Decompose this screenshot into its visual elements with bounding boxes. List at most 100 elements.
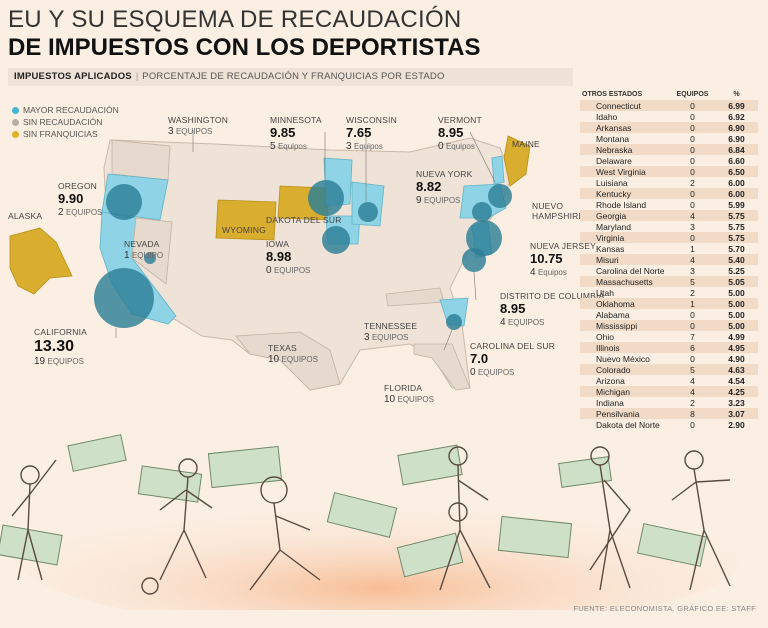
table-cell-teams: 0	[690, 232, 695, 243]
bubble-nevada	[144, 252, 156, 264]
table-cell-teams: 5	[690, 364, 695, 375]
money-bill	[497, 515, 573, 559]
table-row: Idaho 0 6.92	[580, 111, 758, 122]
table-cell-pct: 5.75	[728, 210, 745, 221]
table-header: OTROS ESTADOS EQUIPOS %	[582, 90, 740, 98]
money-bill	[0, 524, 63, 566]
table-row: Alabama 0 5.00	[580, 309, 758, 320]
table-cell-teams: 0	[690, 122, 695, 133]
table-cell-teams: 0	[690, 133, 695, 144]
table-cell-state: Dakota del Norte	[596, 419, 660, 430]
label-alaska: ALASKA	[8, 211, 43, 221]
table-cell-pct: 5.99	[728, 199, 745, 210]
table-cell-pct: 4.63	[728, 364, 745, 375]
table-cell-pct: 4.25	[728, 386, 745, 397]
table-row: Pensilvania 8 3.07	[580, 408, 758, 419]
table-row: Nebraska 0 6.84	[580, 144, 758, 155]
table-cell-state: Indiana	[596, 397, 624, 408]
table-row: Georgia 4 5.75	[580, 210, 758, 221]
legend-dot-none	[12, 118, 19, 126]
table-cell-state: Nuevo México	[596, 353, 650, 364]
table-row: Colorado 5 4.63	[580, 364, 758, 375]
athletes-illustration	[0, 434, 740, 610]
legend-item-none: SIN RECAUDACIÓN	[12, 116, 119, 128]
table-cell-state: Delaware	[596, 155, 632, 166]
table-cell-state: Misuri	[596, 254, 619, 265]
table-cell-pct: 6.90	[728, 122, 745, 133]
table-cell-teams: 3	[690, 265, 695, 276]
label-columbia: DISTRITO DE COLUMBIA 8.95 4 EQUIPOS	[500, 291, 605, 328]
legend-dot-high	[12, 106, 19, 114]
athlete-soccer	[141, 458, 213, 595]
legend-dot-nofr	[12, 130, 19, 138]
table-cell-teams: 0	[690, 320, 695, 331]
bubble-minnesota	[308, 180, 344, 216]
label-california: CALIFORNIA 13.30 19 EQUIPOS	[34, 327, 88, 368]
label-washington: WASHINGTON 3 EQUIPOS	[168, 115, 229, 137]
table-row: Carolina del Norte 3 5.25	[580, 265, 758, 276]
table-cell-teams: 0	[690, 166, 695, 177]
table-cell-teams: 0	[690, 353, 695, 364]
bubble-columbia	[462, 248, 486, 272]
state-vermont	[491, 155, 505, 185]
table-row: Oklahoma 1 5.00	[580, 298, 758, 309]
money-bill	[397, 444, 463, 486]
table-cell-teams: 0	[690, 419, 695, 430]
table-cell-teams: 0	[690, 188, 695, 199]
label-new-jersey: NUEVA JERSEY 10.75 4 Equipos	[530, 241, 597, 278]
table-row: Virginia 0 5.75	[580, 232, 758, 243]
table-row: Mississippi 0 5.00	[580, 320, 758, 331]
label-nevada: NEVADA 1 EQUIPO	[124, 239, 164, 261]
table-cell-teams: 8	[690, 408, 695, 419]
table-cell-teams: 2	[690, 397, 695, 408]
table-cell-pct: 5.00	[728, 309, 745, 320]
label-minnesota: MINNESOTA 9.85 5 Equipos	[270, 115, 322, 152]
money-bill	[558, 456, 612, 488]
money-bill	[396, 532, 464, 578]
table-cell-teams: 5	[690, 276, 695, 287]
table-row: Luisiana 2 6.00	[580, 177, 758, 188]
label-iowa: IOWA 8.98 0 EQUIPOS	[266, 239, 311, 276]
table-cell-pct: 5.70	[728, 243, 745, 254]
state-texas	[235, 331, 341, 391]
table-cell-state: Luisiana	[596, 177, 628, 188]
title-line-1: EU Y SU ESQUEMA DE RECAUDACIÓN	[8, 6, 462, 33]
table-body: Connecticut 0 6.99 Idaho 0 6.92 Arkansas 0 6.90 M…	[580, 100, 758, 430]
table-cell-state: Oklahoma	[596, 298, 635, 309]
label-wyoming: WYOMING	[222, 225, 266, 235]
athlete-silhouettes	[11, 446, 731, 595]
state-washington	[111, 139, 171, 181]
other-states-table: OTROS ESTADOS EQUIPOS % Connecticut 0 6.99…	[580, 88, 758, 430]
table-cell-pct: 6.90	[728, 133, 745, 144]
table-cell-state: Pensilvania	[596, 408, 640, 419]
label-tennessee: TENNESSEE 3 EQUIPOS	[364, 321, 418, 343]
money-bill	[67, 434, 127, 472]
table-cell-pct: 5.00	[728, 287, 745, 298]
table-cell-pct: 5.25	[728, 265, 745, 276]
bubble-iowa	[322, 226, 350, 254]
table-cell-state: Rhode Island	[596, 199, 647, 210]
table-cell-teams: 4	[690, 386, 695, 397]
table-row: Michigan 4 4.25	[580, 386, 758, 397]
table-cell-state: Carolina del Norte	[596, 265, 665, 276]
table-cell-teams: 0	[690, 309, 695, 320]
table-cell-state: Arizona	[596, 375, 625, 386]
table-cell-teams: 4	[690, 375, 695, 386]
table-row: Arizona 4 4.54	[580, 375, 758, 386]
money-bill	[636, 523, 708, 567]
table-cell-pct: 5.00	[728, 298, 745, 309]
table-cell-teams: 0	[690, 199, 695, 210]
money-bill	[207, 445, 283, 489]
state-nevada	[131, 217, 173, 285]
table-row: Montana 0 6.90	[580, 133, 758, 144]
table-cell-state: Kentucky	[596, 188, 631, 199]
table-cell-state: West Virginia	[596, 166, 646, 177]
table-cell-state: Michigan	[596, 386, 631, 397]
table-cell-teams: 7	[690, 331, 695, 342]
label-maine: MAINE	[512, 139, 540, 149]
table-cell-teams: 0	[690, 155, 695, 166]
subtitle-bar: IMPUESTOS APLICADOS | PORCENTAJE DE RECAUD…	[8, 68, 573, 86]
table-row: Dakota del Norte 0 2.90	[580, 419, 758, 430]
athlete-baseball	[671, 450, 731, 591]
table-cell-pct: 3.23	[728, 397, 745, 408]
